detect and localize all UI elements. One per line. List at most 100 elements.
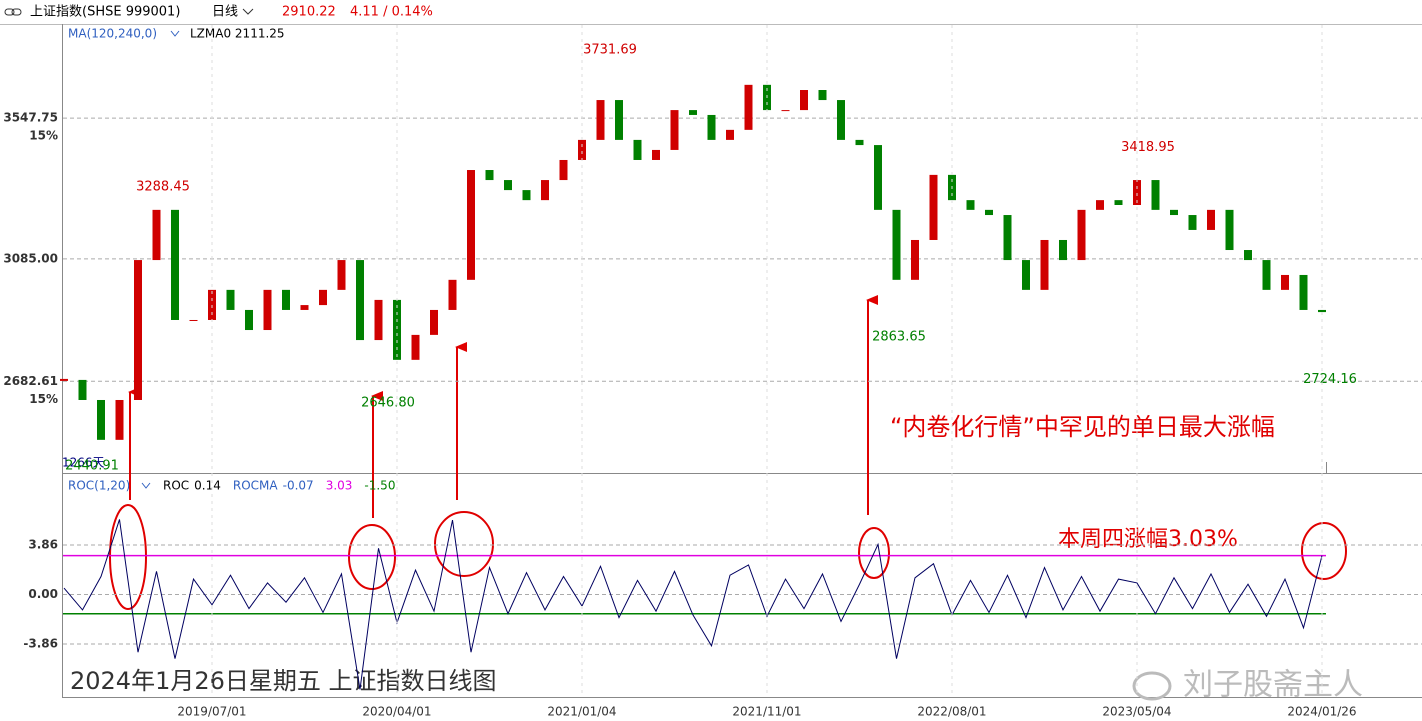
x-tick-label: 2024/01/26: [1287, 705, 1356, 719]
highlight-circle: [858, 527, 890, 579]
watermark-icon: [1132, 671, 1172, 701]
annotations: [109, 295, 1347, 610]
candle: [726, 129, 734, 140]
highlight-circle: [109, 504, 147, 610]
ma-value: LZMA0 2111.25: [190, 27, 285, 41]
days-label: 1266天: [62, 456, 105, 470]
candle: [707, 114, 716, 140]
percent-label: 15%: [29, 129, 58, 143]
candle: [337, 260, 346, 290]
watermark: 刘子股斋主人: [1183, 668, 1363, 703]
y-tick-label: 3085.00: [3, 251, 58, 265]
legend-value: 3.03: [326, 479, 353, 493]
instrument-name: 上证指数(SHSE 999001): [30, 5, 180, 20]
candle: [1299, 274, 1308, 310]
candle: [134, 260, 142, 400]
candle: [985, 209, 993, 216]
y-tick-label: 0.00: [28, 587, 58, 601]
candle: [393, 299, 401, 360]
extreme-label: 3288.45: [136, 179, 190, 194]
candle: [966, 200, 975, 210]
highlight-circle: [1301, 522, 1347, 580]
candle: [319, 289, 327, 306]
candle: [781, 110, 790, 112]
candle: [615, 100, 623, 140]
dropdown-icon: [141, 482, 151, 489]
candle: [578, 139, 586, 160]
ma-indicator[interactable]: MA(120,240,0): [68, 27, 157, 41]
candle: [1318, 309, 1326, 313]
candle: [208, 289, 216, 320]
legend-name: ROCMA: [233, 479, 279, 493]
y-tick-label: 2682.61: [3, 374, 58, 388]
candle: [559, 159, 568, 181]
candle: [1207, 209, 1215, 230]
candle: [596, 100, 605, 140]
highlight-circle: [434, 511, 494, 577]
candle: [226, 289, 235, 310]
candle: [1059, 239, 1067, 261]
candle: [911, 239, 919, 280]
legend-name: ROC: [163, 479, 189, 493]
candle: [541, 180, 549, 201]
roc-line: [63, 519, 1323, 690]
price-change: 4.11 / 0.14%: [350, 5, 433, 20]
candle: [356, 260, 364, 341]
candle: [670, 110, 679, 150]
candle: [800, 90, 808, 111]
candle: [504, 180, 512, 191]
candle: [1281, 274, 1289, 290]
caption: 2024年1月26日星期五 上证指数日线图: [70, 667, 497, 695]
candle: [837, 100, 845, 140]
candle: [263, 289, 272, 331]
candle: [633, 139, 642, 160]
extreme-label: 2440.91: [65, 458, 119, 473]
candle: [1151, 180, 1160, 210]
candle: [171, 209, 179, 320]
candle: [411, 334, 420, 360]
y-tick-label: -3.86: [23, 637, 58, 651]
candle: [874, 145, 882, 210]
x-tick-label: 2021/01/04: [547, 705, 616, 719]
extreme-label: 2646.80: [361, 396, 415, 411]
x-tick-label: 2019/07/01: [177, 705, 246, 719]
candle: [1022, 260, 1030, 290]
candle: [467, 170, 475, 280]
period-selector[interactable]: 日线: [212, 5, 238, 20]
roc-indicator[interactable]: ROC(1,20): [68, 479, 130, 493]
candle: [485, 170, 494, 181]
y-tick-label: 3547.75: [3, 111, 58, 125]
candle: [1040, 239, 1049, 290]
legend-value: -0.07: [283, 479, 314, 493]
callout: “内卷化行情”中罕见的单日最大涨幅: [890, 413, 1275, 441]
dropdown-icon: [242, 8, 254, 15]
dropdown-icon: [170, 30, 180, 37]
candle: [374, 299, 383, 341]
candle: [300, 305, 309, 310]
link-icon: [4, 8, 22, 16]
y-tick-label: 3.86: [28, 537, 58, 551]
candle: [818, 90, 827, 101]
candle: [855, 139, 864, 146]
candle: [1077, 209, 1086, 261]
candle: [1133, 180, 1141, 205]
candle: [1114, 200, 1123, 205]
candle: [60, 378, 68, 381]
x-tick-label: 2021/11/01: [732, 705, 801, 719]
candle: [282, 289, 290, 310]
candle: [448, 279, 457, 310]
candle: [744, 84, 753, 130]
extreme-label: 3731.69: [583, 43, 637, 58]
percent-label: 15%: [29, 392, 58, 406]
candle: [152, 209, 161, 261]
candle: [78, 379, 87, 400]
candle: [1225, 209, 1234, 251]
x-tick-label: 2020/04/01: [362, 705, 431, 719]
candle: [115, 399, 124, 440]
candle: [97, 399, 105, 440]
candle: [1262, 260, 1271, 290]
candle: [689, 110, 697, 115]
candle: [929, 174, 938, 240]
